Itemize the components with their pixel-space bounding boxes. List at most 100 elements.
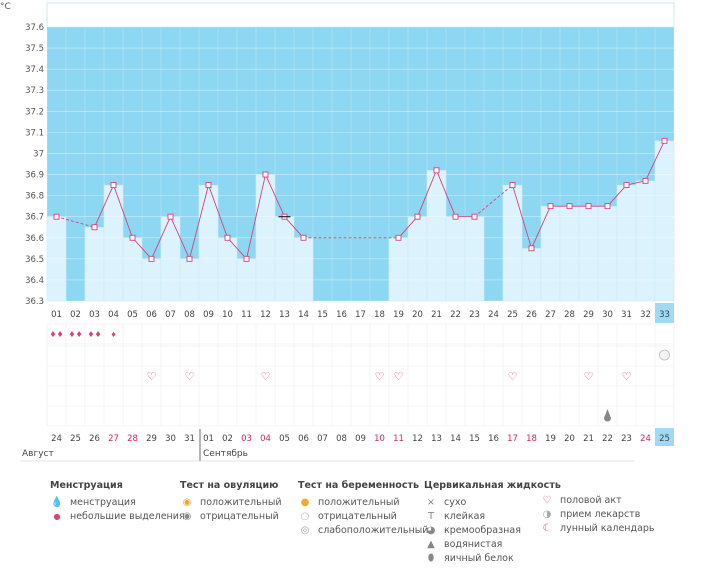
sticky-icon: T	[427, 511, 435, 522]
temp-point	[262, 171, 269, 178]
y-tick-label: 36.8	[25, 192, 44, 202]
temp-bar	[293, 237, 314, 302]
y-unit-label: °C	[0, 2, 11, 12]
temp-bar	[217, 237, 238, 302]
cycle-day-label: 24	[488, 310, 499, 320]
legend-ovulation-negative: отрицательный	[200, 511, 279, 522]
temp-line	[113, 184, 133, 238]
date-label: 19	[545, 434, 556, 444]
heart-icon: ♡	[185, 370, 195, 383]
cycle-day-label: 07	[165, 310, 176, 320]
date-label: 31	[184, 434, 195, 444]
y-tick-label: 37.2	[25, 107, 44, 117]
date-label: 14	[450, 434, 461, 444]
date-label: 29	[146, 434, 157, 444]
temp-point	[148, 255, 155, 262]
temp-line	[531, 205, 551, 249]
temp-line	[189, 184, 209, 259]
temp-point	[661, 137, 668, 144]
temp-bar	[521, 248, 542, 302]
cycle-day-label: 14	[298, 310, 309, 320]
cycle-day-label: 25	[507, 310, 518, 320]
y-tick-label: 37.3	[25, 86, 44, 96]
temp-line	[151, 216, 171, 260]
ovulation-negative-icon: ◉	[182, 511, 192, 522]
y-tick-label: 36.5	[25, 255, 44, 265]
legend-intercourse: половой акт	[560, 495, 622, 506]
menstruation-drops-icon: 💧	[50, 497, 64, 508]
temp-point	[205, 182, 212, 189]
cycle-day-label: 23	[469, 310, 480, 320]
temp-bar	[426, 170, 447, 302]
date-label: 23	[621, 434, 632, 444]
temp-point	[585, 203, 592, 210]
date-label: 25	[659, 434, 670, 444]
temp-point	[566, 203, 573, 210]
cycle-day-label: 21	[431, 310, 442, 320]
temp-point	[91, 224, 98, 231]
cycle-day-label: 32	[640, 310, 651, 320]
egg-white-icon: ⬮	[427, 553, 435, 564]
legend-menstruation: Менструация 💧 менструация ● небольшие выде…	[50, 480, 185, 524]
legend-menstruation-label: менструация	[70, 497, 136, 508]
cycle-day-label: 11	[241, 310, 252, 320]
legend-ovulation: Тест на овуляцию ◉ положительный ◉ отрицат…	[180, 480, 282, 524]
date-label: 21	[583, 434, 594, 444]
temp-line	[645, 140, 665, 182]
temp-point	[243, 255, 250, 262]
temp-point	[395, 234, 402, 241]
date-label: 20	[564, 434, 575, 444]
cycle-day-label: 26	[526, 310, 537, 320]
date-label: 25	[70, 434, 81, 444]
cycle-day-label: 22	[450, 310, 461, 320]
temp-line	[94, 184, 114, 228]
legend-other: ♡ половой акт ◑ прием лекарств ☾ лунный кал…	[540, 494, 655, 536]
symptom-row	[46, 345, 675, 367]
cycle-day-label: 18	[374, 310, 385, 320]
date-label: 24	[51, 434, 62, 444]
date-label: 02	[222, 434, 233, 444]
heart-icon: ♡	[375, 370, 385, 383]
temp-bar	[597, 205, 618, 302]
cycle-day-label: 27	[545, 310, 556, 320]
date-label: 22	[602, 434, 613, 444]
legend-cervical-eggwhite: яичный белок	[444, 553, 514, 564]
temp-bar	[578, 205, 599, 302]
temp-point	[129, 234, 136, 241]
y-tick-label: 36.9	[25, 171, 44, 181]
heart-icon: ♡	[622, 370, 632, 383]
date-label: 28	[127, 434, 138, 444]
symptom-row	[46, 385, 675, 407]
cycle-day-label: 01	[51, 310, 62, 320]
date-label: 03	[241, 434, 252, 444]
cycle-day-label: 02	[70, 310, 81, 320]
date-label: 26	[89, 434, 100, 444]
cycle-day-label: 15	[317, 310, 328, 320]
temp-bar	[654, 140, 675, 302]
temp-line	[208, 184, 228, 238]
menstruation-icon: ♦♦	[68, 330, 82, 339]
temp-point	[528, 245, 535, 252]
cycle-day-today	[655, 303, 674, 323]
temp-line	[436, 170, 456, 217]
date-label: 27	[108, 434, 119, 444]
y-tick-label: 36.3	[25, 297, 44, 307]
temp-point	[186, 255, 193, 262]
legend-cervical-dry: сухо	[444, 497, 467, 508]
heart-icon: ♡	[147, 370, 157, 383]
temp-point	[604, 203, 611, 210]
temp-point	[433, 167, 440, 174]
temp-point	[167, 213, 174, 220]
temp-point	[509, 182, 516, 189]
temp-bar	[502, 184, 523, 302]
date-label: 06	[298, 434, 309, 444]
pregnancy-weak-icon: ◎	[300, 525, 310, 536]
y-tick-label: 36.4	[25, 276, 44, 286]
cycle-day-label: 17	[355, 310, 366, 320]
cycle-day-label: 04	[108, 310, 119, 320]
cycle-day-label: 13	[279, 310, 290, 320]
pregnancy-positive-icon: ●	[300, 497, 310, 508]
dry-icon: ×	[426, 497, 436, 508]
symptom-row	[46, 323, 675, 345]
